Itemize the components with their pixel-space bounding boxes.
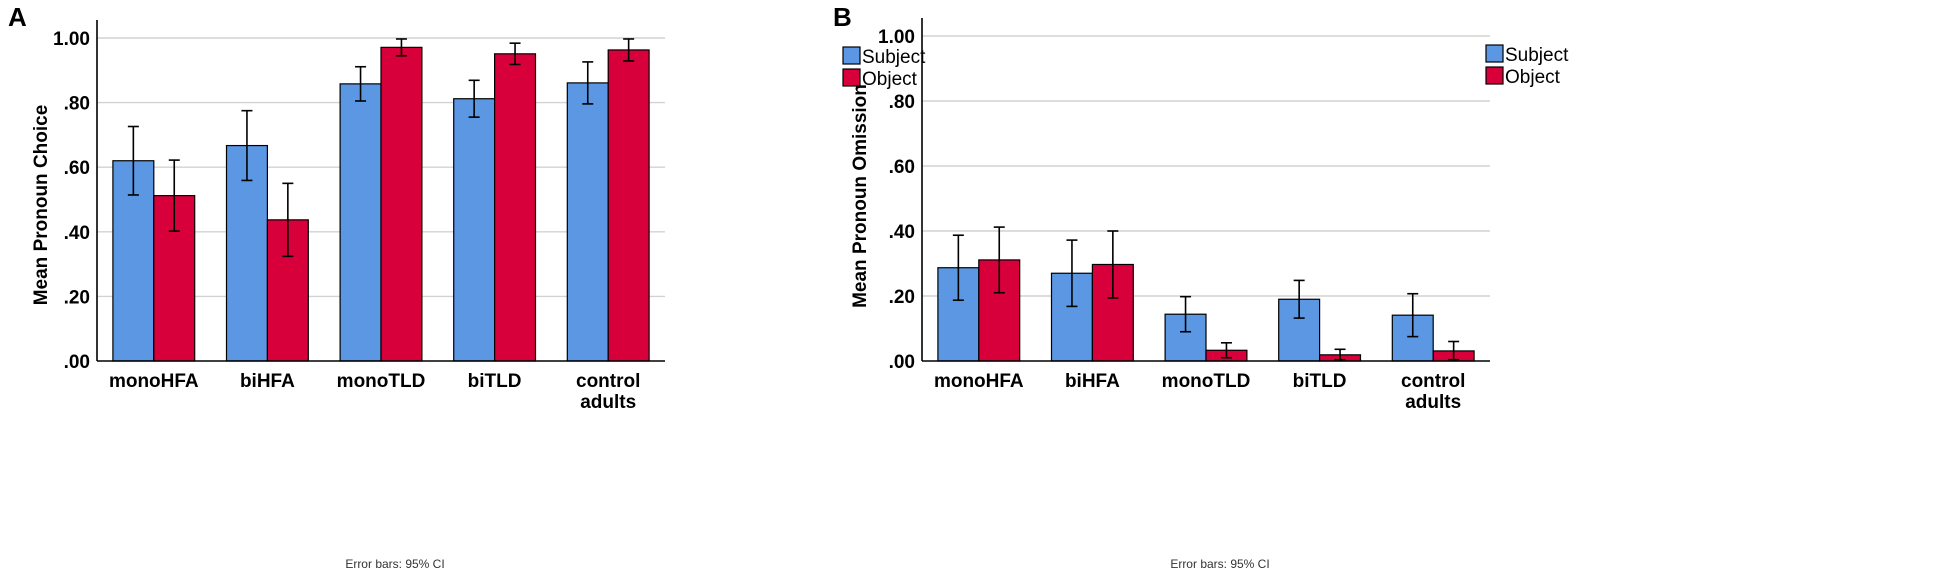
x-tick-label-b-2: monoTLD <box>1162 371 1251 392</box>
y-tick-label-b-5: 1.00 <box>878 27 915 48</box>
x-tick-label-b-3: biTLD <box>1293 371 1347 392</box>
legend-label-subject-b: Subject <box>1505 45 1569 66</box>
y-tick-label-a-2: .40 <box>64 223 90 244</box>
y-tick-label-a-1: .20 <box>64 287 90 308</box>
y-tick-label-b-2: .40 <box>889 222 915 243</box>
footnote-b: Error bars: 95% CI <box>1170 557 1269 571</box>
x-ticks-b: monoHFA biHFA monoTLD biTLD control adults <box>934 371 1465 413</box>
bar-a-object-4 <box>607 49 650 362</box>
y-tick-label-a-4: .80 <box>64 94 90 115</box>
x-tick-label-b-1: biHFA <box>1065 371 1120 392</box>
y-tick-label-a-0: .00 <box>64 352 90 373</box>
bars-b <box>937 259 1475 362</box>
bar-a-object-3 <box>494 53 537 362</box>
x-tick-label-b-0: monoHFA <box>934 371 1024 392</box>
footnote-a: Error bars: 95% CI <box>345 557 444 571</box>
legend-b: Subject Object <box>1485 44 1569 88</box>
y-tick-label-b-0: .00 <box>889 352 915 373</box>
bars-a <box>112 46 650 362</box>
y-tick-label-a-5: 1.00 <box>53 29 90 50</box>
x-tick-label-a-0: monoHFA <box>109 371 199 392</box>
bar-a-subject-4 <box>566 82 609 362</box>
gridlines-b <box>922 35 1490 297</box>
y-tick-label-b-4: .80 <box>889 92 915 113</box>
legend-swatch-subject-a <box>842 46 861 65</box>
bar-a-subject-2 <box>339 83 382 362</box>
y-tick-label-a-3: .60 <box>64 158 90 179</box>
bar-a-object-2 <box>380 46 423 362</box>
y-axis-label-a: Mean Pronoun Choice <box>31 105 52 306</box>
x-tick-label-b-4: control adults <box>1401 371 1465 413</box>
legend-label-object-b: Object <box>1505 67 1561 88</box>
bar-a-subject-3 <box>453 98 496 362</box>
legend-label-subject-a: Subject <box>862 47 926 68</box>
y-axis-label-b: Mean Pronoun Omission <box>850 84 871 308</box>
x-tick-label-a-3: biTLD <box>468 371 522 392</box>
x-tick-label-a-4: control adults <box>576 371 640 413</box>
y-ticks-b: .00 .20 .40 .60 .80 1.00 <box>878 27 915 373</box>
chart-panel-a: A Mean Pronoun Choice .00 .20 .40 .60 .80 1.0… <box>8 2 926 571</box>
chart-panel-b: B Mean Pronoun Omission .00 .20 .40 .60 .80 1… <box>833 2 1569 571</box>
panel-label-a: A <box>8 2 27 32</box>
x-tick-label-a-2: monoTLD <box>337 371 426 392</box>
legend-label-object-a: Object <box>862 69 918 90</box>
y-tick-label-b-1: .20 <box>889 287 915 308</box>
y-ticks-a: .00 .20 .40 .60 .80 1.00 <box>53 29 90 373</box>
x-tick-label-a-1: biHFA <box>240 371 295 392</box>
x-ticks-a: monoHFA biHFA monoTLD biTLD control adults <box>109 371 640 413</box>
legend-swatch-subject-b <box>1485 44 1504 63</box>
legend-swatch-object-a <box>842 68 861 87</box>
legend-a: Subject Object <box>842 46 926 90</box>
bar-b-subject-3 <box>1278 298 1321 362</box>
y-tick-label-b-3: .60 <box>889 157 915 178</box>
error-bars-a <box>127 38 635 258</box>
panel-label-b: B <box>833 2 852 32</box>
error-bars-b <box>952 226 1460 361</box>
legend-swatch-object-b <box>1485 66 1504 85</box>
